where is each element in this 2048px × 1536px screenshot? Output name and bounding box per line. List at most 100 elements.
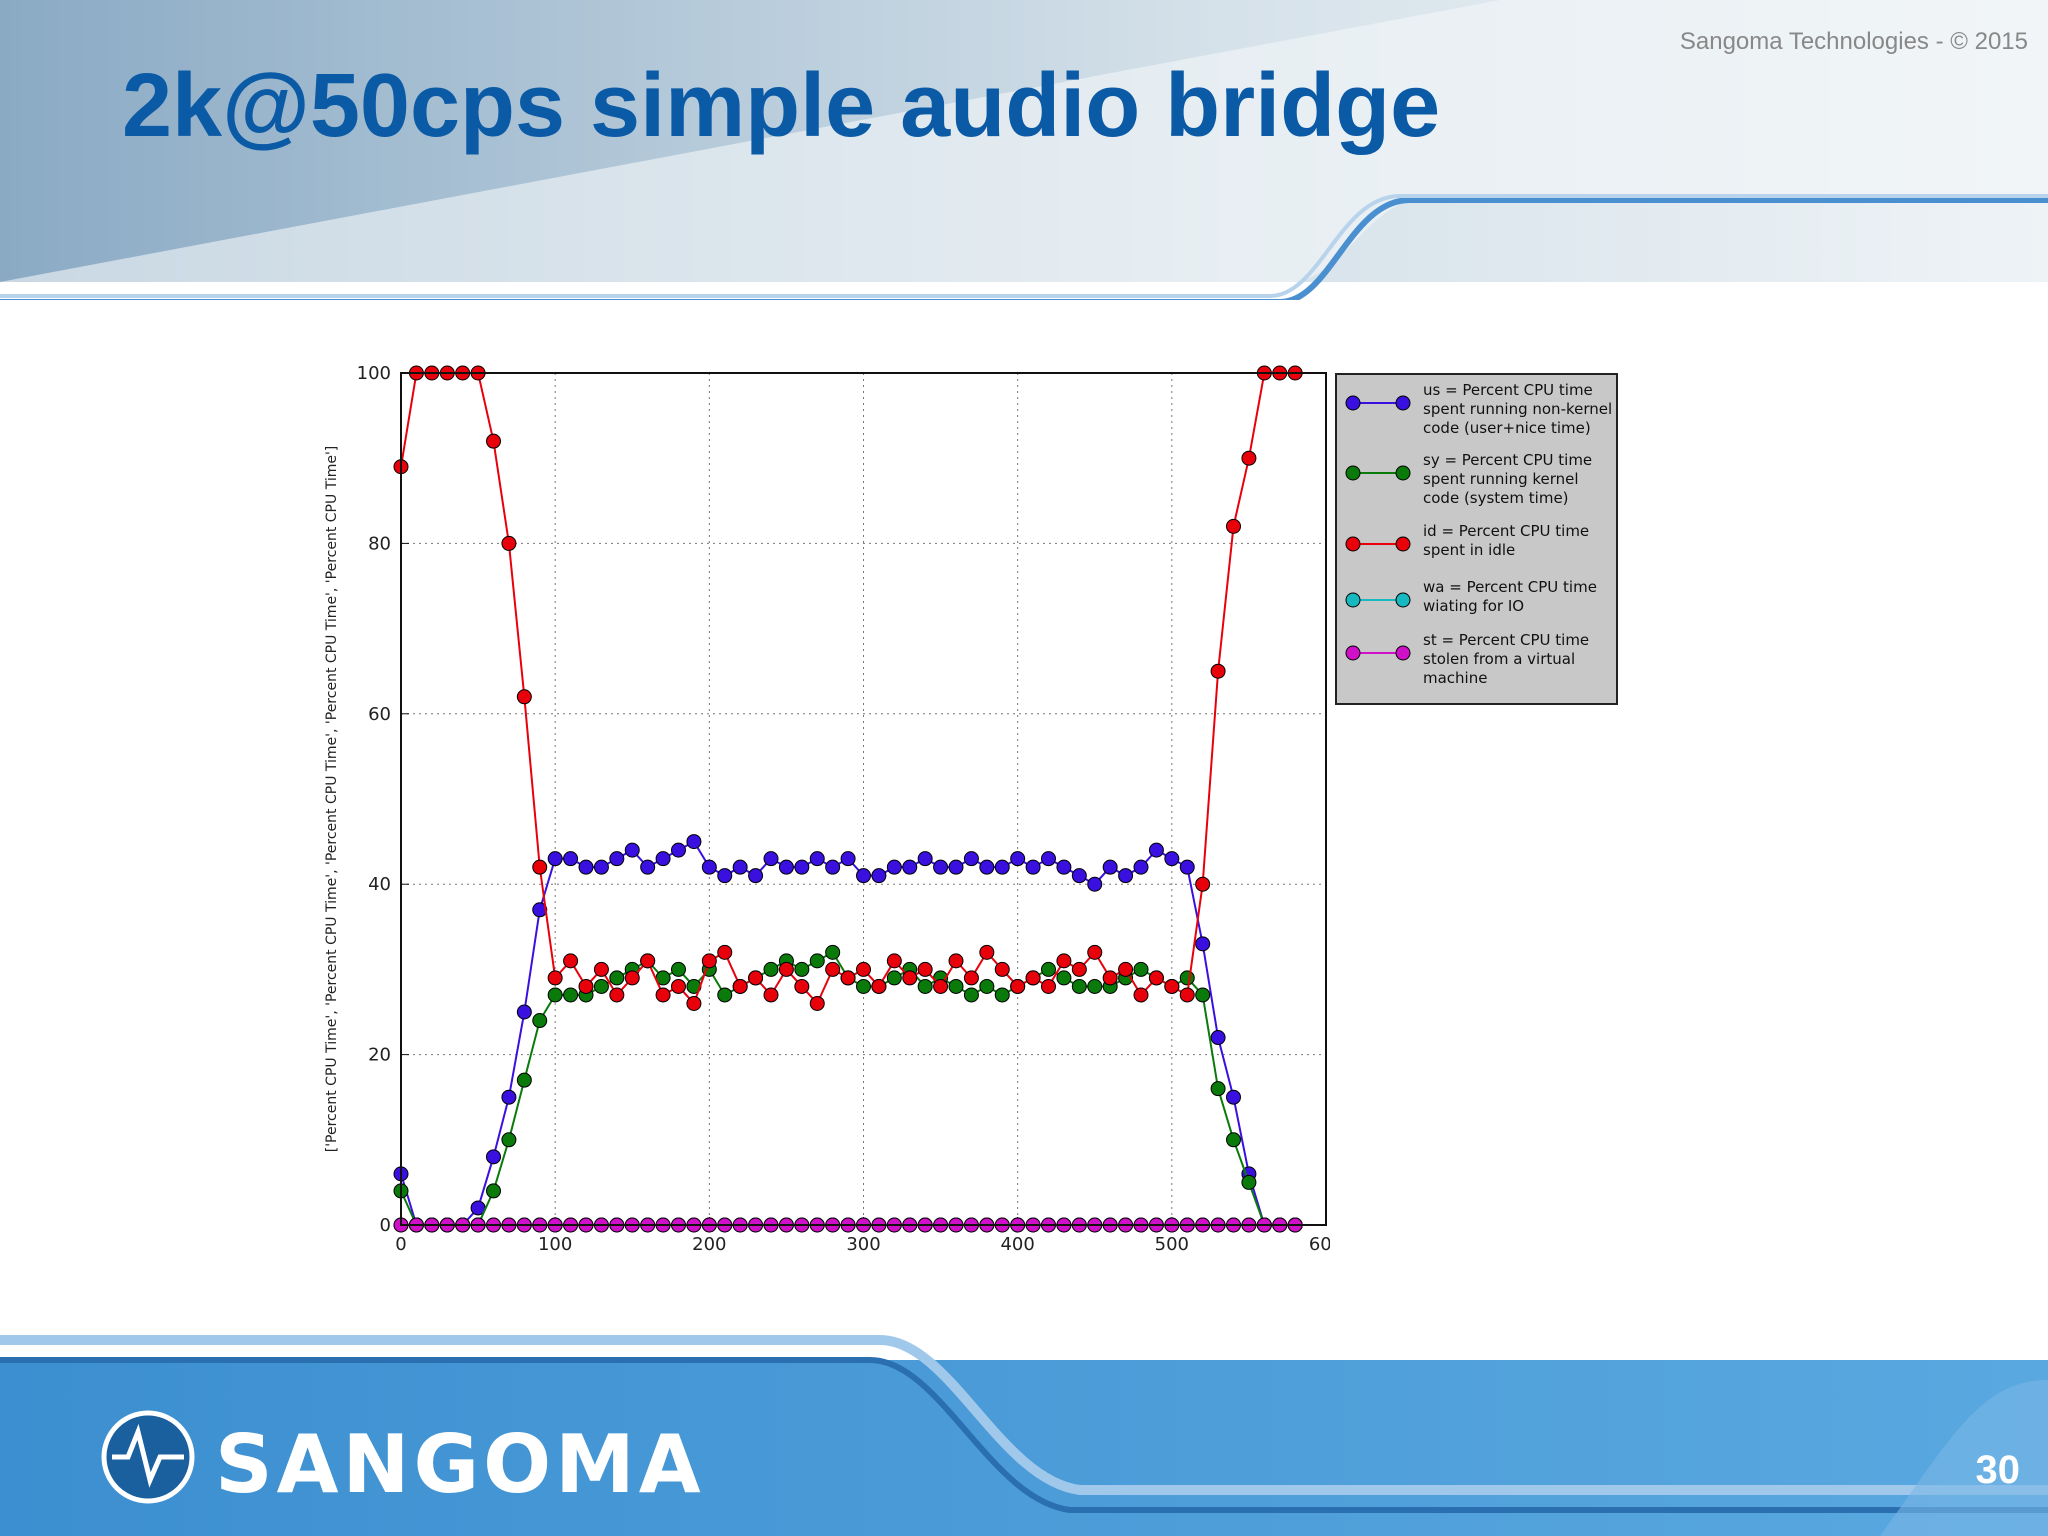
legend-swatch bbox=[1345, 536, 1411, 552]
data-point bbox=[717, 987, 733, 1003]
data-point bbox=[979, 859, 995, 875]
data-point bbox=[1071, 978, 1087, 994]
data-point bbox=[948, 953, 964, 969]
legend-swatch bbox=[1345, 645, 1411, 661]
data-point bbox=[1179, 970, 1195, 986]
data-point bbox=[748, 868, 764, 884]
data-point bbox=[794, 961, 810, 977]
data-point bbox=[547, 970, 563, 986]
data-point bbox=[917, 961, 933, 977]
legend-marker bbox=[1345, 645, 1361, 661]
data-point bbox=[886, 953, 902, 969]
legend-marker bbox=[1345, 465, 1361, 481]
data-point bbox=[1226, 518, 1241, 534]
data-point bbox=[1148, 970, 1164, 986]
data-point bbox=[979, 944, 995, 960]
legend-marker bbox=[1345, 536, 1361, 552]
legend-entry: us = Percent CPU time spent running non-… bbox=[1345, 381, 1615, 445]
data-point bbox=[1025, 970, 1041, 986]
data-point bbox=[609, 987, 625, 1003]
data-point bbox=[593, 978, 609, 994]
data-point bbox=[486, 433, 501, 449]
data-point bbox=[1087, 944, 1103, 960]
legend-marker bbox=[1395, 465, 1411, 481]
data-point bbox=[794, 978, 810, 994]
copyright: Sangoma Technologies - © 2015 bbox=[1679, 28, 2028, 55]
data-point bbox=[1241, 450, 1257, 466]
data-point bbox=[979, 978, 995, 994]
data-point bbox=[917, 851, 933, 867]
data-point bbox=[1133, 961, 1149, 977]
data-point bbox=[994, 987, 1010, 1003]
logo-text: SANGOMA bbox=[215, 1418, 705, 1511]
legend-marker bbox=[1395, 536, 1411, 552]
data-point bbox=[778, 859, 794, 875]
data-point bbox=[809, 851, 825, 867]
data-point bbox=[1195, 987, 1211, 1003]
data-point bbox=[516, 1004, 532, 1020]
data-point bbox=[671, 842, 686, 858]
data-point bbox=[809, 953, 825, 969]
data-point bbox=[1118, 961, 1134, 977]
data-point bbox=[578, 859, 594, 875]
x-tick-label: 200 bbox=[692, 1234, 726, 1255]
data-point bbox=[547, 851, 563, 867]
legend-marker bbox=[1395, 645, 1411, 661]
data-point bbox=[886, 970, 902, 986]
data-point bbox=[1226, 1089, 1241, 1105]
data-point bbox=[963, 970, 979, 986]
x-tick-label: 400 bbox=[1000, 1234, 1034, 1255]
data-point bbox=[624, 970, 640, 986]
data-point bbox=[640, 859, 656, 875]
legend-marker bbox=[1345, 395, 1361, 411]
data-point bbox=[486, 1183, 501, 1199]
plot-area bbox=[400, 372, 1327, 1226]
data-point bbox=[1056, 953, 1072, 969]
data-point bbox=[516, 1072, 532, 1088]
data-point bbox=[516, 689, 532, 705]
x-tick-label: 300 bbox=[846, 1234, 880, 1255]
page-number: 30 bbox=[1975, 1448, 2021, 1492]
legend-swatch bbox=[1345, 395, 1411, 411]
data-point bbox=[717, 944, 733, 960]
data-point bbox=[1041, 978, 1056, 994]
legend-label: wa = Percent CPU time wiating for IO bbox=[1423, 578, 1597, 615]
data-point bbox=[856, 978, 871, 994]
legend-entry: sy = Percent CPU time spent running kern… bbox=[1345, 451, 1615, 515]
legend-entry: st = Percent CPU time stolen from a virt… bbox=[1345, 631, 1615, 695]
data-point bbox=[1041, 961, 1056, 977]
data-point bbox=[778, 961, 794, 977]
x-tick-label: 0 bbox=[395, 1234, 406, 1255]
legend-swatch bbox=[1345, 465, 1411, 481]
data-point bbox=[686, 995, 702, 1011]
data-point bbox=[501, 1089, 517, 1105]
data-point bbox=[532, 902, 548, 918]
x-tick-label: 600 bbox=[1309, 1234, 1330, 1255]
data-point bbox=[917, 978, 933, 994]
data-point bbox=[1179, 859, 1195, 875]
data-point bbox=[640, 953, 656, 969]
data-point bbox=[794, 859, 810, 875]
data-point bbox=[748, 970, 764, 986]
data-point bbox=[825, 859, 841, 875]
data-point bbox=[1025, 859, 1041, 875]
data-point bbox=[655, 851, 671, 867]
data-point bbox=[902, 970, 918, 986]
data-point bbox=[1071, 868, 1087, 884]
data-point bbox=[501, 1132, 517, 1148]
data-point bbox=[994, 859, 1010, 875]
data-point bbox=[1164, 851, 1180, 867]
legend-entry: id = Percent CPU time spent in idle bbox=[1345, 522, 1615, 586]
data-point bbox=[994, 961, 1010, 977]
data-point bbox=[655, 987, 671, 1003]
data-point bbox=[1041, 851, 1056, 867]
data-point bbox=[948, 859, 964, 875]
legend-label: id = Percent CPU time spent in idle bbox=[1423, 522, 1590, 559]
data-point bbox=[902, 859, 918, 875]
y-tick-label: 100 bbox=[357, 363, 391, 384]
legend-marker bbox=[1395, 395, 1411, 411]
legend-label: us = Percent CPU time spent running non-… bbox=[1423, 381, 1613, 437]
data-point bbox=[1195, 936, 1211, 952]
data-point bbox=[1179, 987, 1195, 1003]
